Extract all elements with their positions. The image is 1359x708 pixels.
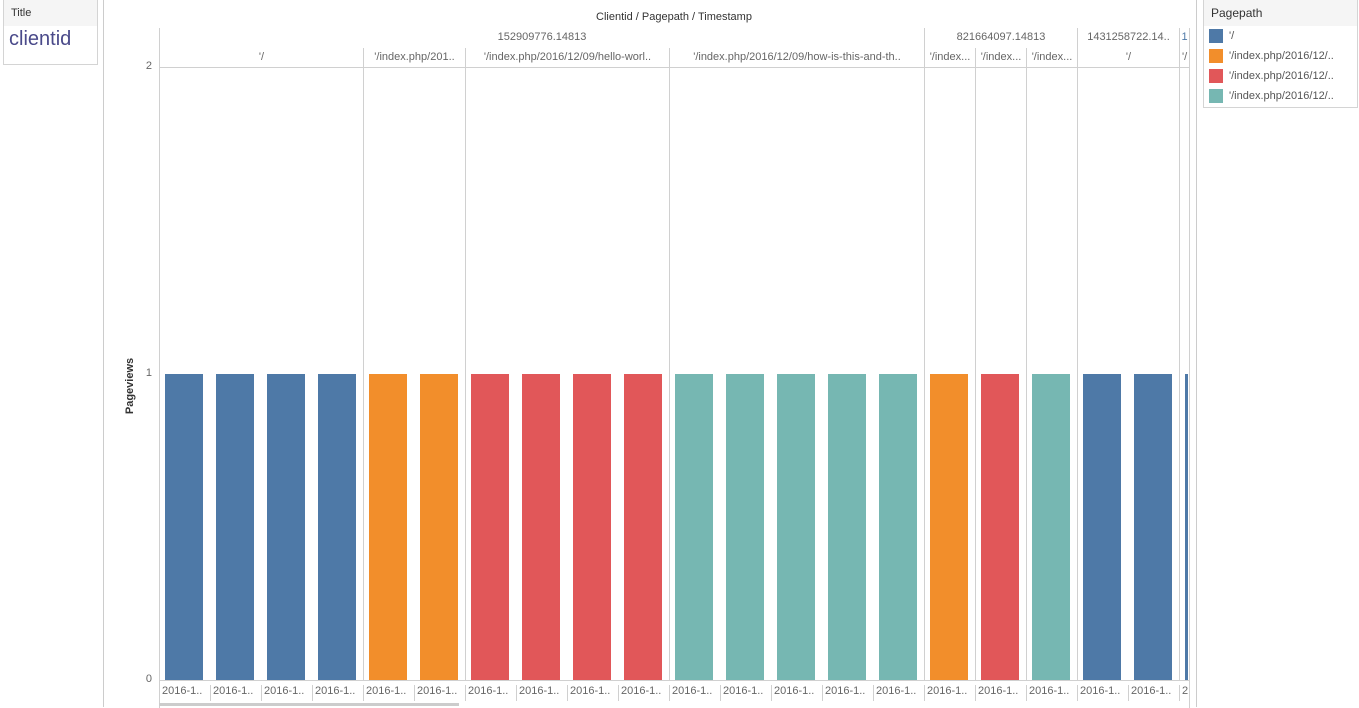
bar[interactable] <box>1032 373 1070 680</box>
x-axis-line <box>159 680 1190 681</box>
x-tick-label: 2016-1.. <box>771 685 822 701</box>
bar[interactable] <box>981 373 1019 680</box>
x-tick-label: 2016-1.. <box>1077 685 1128 701</box>
x-tick-label: 2016-1.. <box>465 685 516 701</box>
legend-label: '/index.php/2016/12/.. <box>1229 50 1334 62</box>
bar[interactable] <box>216 373 254 680</box>
title-card-header: Title <box>4 0 97 26</box>
y-tick-label: 1 <box>145 366 152 379</box>
bar[interactable] <box>267 373 305 680</box>
legend-item[interactable]: '/index.php/2016/12/.. <box>1204 66 1357 86</box>
pagepath-header: '/ <box>159 48 363 67</box>
pagepath-header: '/index.php/201.. <box>363 48 465 67</box>
x-tick-label: 2016-1.. <box>312 685 363 701</box>
bar[interactable] <box>1134 373 1172 680</box>
pagepath-header: '/index.php/2016/12/09/hello-worl.. <box>465 48 669 67</box>
bar[interactable] <box>675 373 713 680</box>
y-tick-label: 2 <box>145 60 152 72</box>
pagepath-header: '/ <box>1179 48 1189 67</box>
x-tick-label: 2016-1.. <box>516 685 567 701</box>
legend-label: '/index.php/2016/12/.. <box>1229 70 1334 82</box>
bar[interactable] <box>828 373 866 680</box>
legend-label: '/ <box>1229 30 1235 42</box>
bar[interactable] <box>369 373 407 680</box>
bar[interactable] <box>726 373 764 680</box>
clientid-header: 152909776.14813 <box>159 28 924 48</box>
pagepath-header: '/index.php/2016/12/09/how-is-this-and-t… <box>669 48 924 67</box>
bar[interactable] <box>318 373 356 680</box>
bar[interactable] <box>624 373 662 680</box>
chart-title: Clientid / Pagepath / Timestamp <box>596 11 752 23</box>
x-tick-label: 2016-1.. <box>414 685 465 701</box>
legend-swatch <box>1209 89 1223 103</box>
pane-divider <box>465 67 466 680</box>
clientid-header: 1 <box>1179 28 1189 48</box>
pane-divider <box>1179 67 1180 680</box>
x-tick-label: 2016-1.. <box>1128 685 1179 701</box>
pane-divider <box>924 67 925 680</box>
x-tick-label: 2016-1.. <box>822 685 873 701</box>
bar[interactable] <box>573 373 611 680</box>
legend: Pagepath '/ '/index.php/2016/12/.. '/index… <box>1203 0 1358 108</box>
pagepath-header: '/index... <box>1026 48 1077 67</box>
x-tick-label: 2016-1.. <box>1026 685 1077 701</box>
title-card: Title clientid <box>3 0 98 65</box>
pagepath-header: '/index... <box>975 48 1026 67</box>
pane-divider <box>363 67 364 680</box>
x-tick-label: 2016-1.. <box>873 685 924 701</box>
scrollbar[interactable] <box>159 703 459 706</box>
pagepath-header: '/ <box>1077 48 1179 67</box>
legend-title: Pagepath <box>1204 0 1357 26</box>
x-tick-label: 2016-1.. <box>363 685 414 701</box>
pane-divider <box>1189 28 1191 708</box>
x-tick-label: 2016-1.. <box>669 685 720 701</box>
pane-divider <box>975 67 976 680</box>
divider <box>1196 0 1197 707</box>
x-tick-label: 2016-1.. <box>210 685 261 701</box>
legend-label: '/index.php/2016/12/.. <box>1229 90 1334 102</box>
bar[interactable] <box>930 373 968 680</box>
x-tick-label: 2016-1.. <box>975 685 1026 701</box>
legend-swatch <box>1209 49 1223 63</box>
bar[interactable] <box>777 373 815 680</box>
y-axis-label: Pageviews <box>124 357 136 415</box>
y-tick-label: 0 <box>145 673 152 685</box>
clientid-header: 821664097.14813 <box>924 28 1077 48</box>
bar[interactable] <box>1083 373 1121 680</box>
bar[interactable] <box>1185 373 1188 680</box>
clientid-header: 1431258722.14.. <box>1077 28 1179 48</box>
plot-top-border <box>159 67 1190 68</box>
legend-item[interactable]: '/index.php/2016/12/.. <box>1204 46 1357 66</box>
x-tick-label: 2016-1.. <box>618 685 669 701</box>
legend-item[interactable]: '/ <box>1204 26 1357 46</box>
bar[interactable] <box>879 373 917 680</box>
legend-item[interactable]: '/index.php/2016/12/.. <box>1204 86 1357 106</box>
legend-swatch <box>1209 29 1223 43</box>
bar[interactable] <box>165 373 203 680</box>
x-tick-label: 2016-1.. <box>261 685 312 701</box>
x-tick-label: 2 <box>1179 685 1189 701</box>
pane-divider <box>669 67 670 680</box>
x-tick-label: 2016-1.. <box>924 685 975 701</box>
divider <box>103 0 104 707</box>
title-card-value: clientid <box>9 28 72 50</box>
bar[interactable] <box>522 373 560 680</box>
legend-swatch <box>1209 69 1223 83</box>
pagepath-header: '/index... <box>924 48 975 67</box>
x-tick-label: 2016-1.. <box>720 685 771 701</box>
bar[interactable] <box>471 373 509 680</box>
x-tick-label: 2016-1.. <box>159 685 210 701</box>
bar[interactable] <box>420 373 458 680</box>
pane-divider <box>1026 67 1027 680</box>
pane-divider <box>1077 67 1078 680</box>
x-tick-label: 2016-1.. <box>567 685 618 701</box>
pane-divider <box>159 67 160 680</box>
